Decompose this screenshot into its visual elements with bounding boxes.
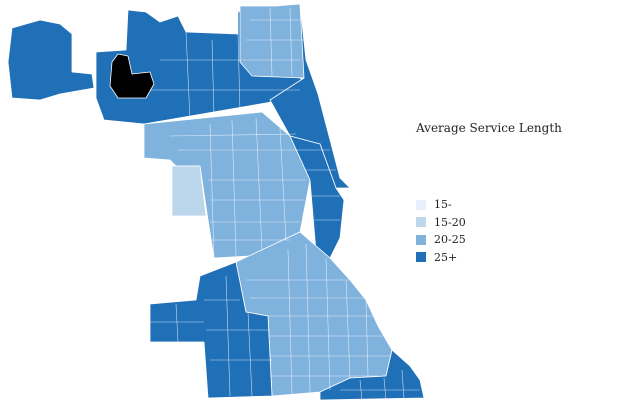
region-highlighted-district[interactable] <box>109 53 155 99</box>
legend-swatch <box>416 252 426 263</box>
legend-title: Average Service Length <box>416 121 562 135</box>
legend-label: 15-20 <box>434 215 466 229</box>
legend-label: 25+ <box>434 250 458 264</box>
region-north-lakefront-upper[interactable] <box>239 3 307 79</box>
legend-item-15-minus: 15- <box>416 196 466 214</box>
region-ohare-exclave[interactable] <box>7 19 95 101</box>
legend-item-25-plus: 25+ <box>416 249 466 267</box>
district-boundaries <box>150 7 420 400</box>
legend-item-20-25: 20-25 <box>416 231 466 249</box>
legend-swatch <box>416 217 426 228</box>
region-lightest[interactable] <box>171 165 207 217</box>
legend: 15- 15-20 20-25 25+ <box>416 196 466 266</box>
region-northwest[interactable] <box>95 9 319 125</box>
legend-label: 20-25 <box>434 233 466 247</box>
legend-swatch <box>416 199 426 210</box>
region-far-southeast[interactable] <box>319 349 425 400</box>
legend-label: 15- <box>434 198 452 212</box>
legend-swatch <box>416 234 426 245</box>
legend-item-15-20: 15-20 <box>416 214 466 232</box>
region-downtown[interactable] <box>289 135 345 259</box>
